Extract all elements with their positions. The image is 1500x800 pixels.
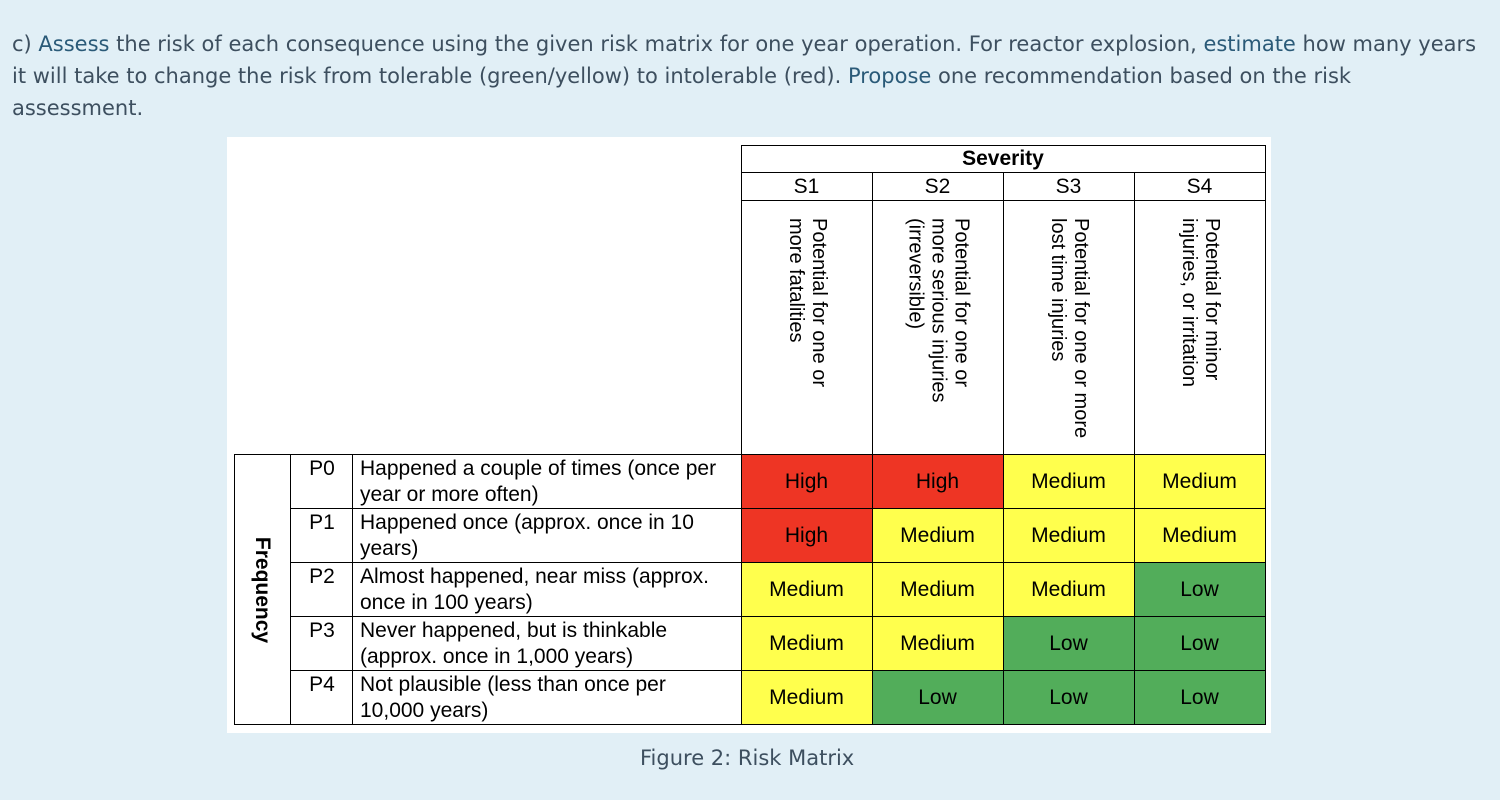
question-text: c) Assess the risk of each consequence u… xyxy=(12,28,1482,124)
risk-cell-p1-s3: Medium xyxy=(1003,509,1134,563)
frequency-code-p4: P4 xyxy=(309,673,335,696)
severity-title: Severity xyxy=(962,147,1044,170)
grid-line-h xyxy=(234,724,1266,725)
risk-cell-p3-s1: Medium xyxy=(741,617,872,671)
keyword-assess: Assess xyxy=(38,32,110,56)
frequency-description-p1: Happened once (approx. once in 10 years) xyxy=(360,511,694,560)
risk-cell-p2-s4: Low xyxy=(1134,563,1265,617)
grid-line-v xyxy=(234,454,235,725)
severity-description-s2: Potential for one or more serious injuri… xyxy=(872,200,1003,453)
frequency-description-p4: Not plausible (less than once per 10,000… xyxy=(360,673,666,722)
severity-code-s2: S2 xyxy=(924,175,951,198)
grid-line-v xyxy=(290,454,291,725)
grid-line-v xyxy=(1265,145,1266,725)
risk-cell-p3-s4: Low xyxy=(1134,617,1265,671)
grid-line-h xyxy=(290,616,1266,617)
frequency-description-p2: Almost happened, near miss (approx. once… xyxy=(360,565,710,614)
risk-cell-p0-s2: High xyxy=(872,455,1003,509)
risk-cell-p1-s1: High xyxy=(741,509,872,563)
risk-cell-p1-s2: Medium xyxy=(872,509,1003,563)
risk-cell-p3-s2: Medium xyxy=(872,617,1003,671)
question-part-1: the risk of each consequence using the g… xyxy=(109,32,1204,56)
risk-cell-p2-s2: Medium xyxy=(872,563,1003,617)
severity-description-s4-text: Potential for minor injuries, or irritat… xyxy=(1177,218,1223,387)
grid-line-h xyxy=(234,454,1266,455)
risk-cell-p0-s1: High xyxy=(741,455,872,509)
frequency-description-p0: Happened a couple of times (once per yea… xyxy=(360,457,717,506)
frequency-code-p0: P0 xyxy=(309,457,335,480)
question-part-2: how many years it will take to change th… xyxy=(12,32,1477,88)
grid-line-h xyxy=(290,562,1266,563)
keyword-estimate: estimate xyxy=(1203,32,1296,56)
grid-line-v xyxy=(741,145,742,725)
figure-caption: Figure 2: Risk Matrix xyxy=(640,746,855,770)
severity-description-s4: Potential for minor injuries, or irritat… xyxy=(1134,200,1265,453)
severity-description-s2-text: Potential for one or more serious injuri… xyxy=(904,218,972,403)
grid-line-h xyxy=(290,670,1266,671)
grid-line-v xyxy=(352,454,353,725)
severity-description-s1: Potential for one or more fatalities xyxy=(741,200,872,453)
risk-cell-p0-s4: Medium xyxy=(1134,455,1265,509)
risk-cell-p4-s2: Low xyxy=(872,671,1003,725)
risk-cell-p1-s4: Medium xyxy=(1134,509,1265,563)
risk-cell-p4-s1: Medium xyxy=(741,671,872,725)
frequency-code-p3: P3 xyxy=(309,619,335,642)
grid-line-v xyxy=(872,172,873,725)
risk-cell-p3-s3: Low xyxy=(1003,617,1134,671)
risk-cell-p2-s1: Medium xyxy=(741,563,872,617)
question-part-3: one recommendation based on the risk ass… xyxy=(12,64,1352,120)
frequency-title-text: Frequency xyxy=(251,536,274,643)
frequency-code-p1: P1 xyxy=(309,511,335,534)
frequency-description-p3: Never happened, but is thinkable (approx… xyxy=(360,619,668,668)
grid-line-v xyxy=(1003,172,1004,725)
risk-cell-p2-s3: Medium xyxy=(1003,563,1134,617)
risk-cell-p0-s3: Medium xyxy=(1003,455,1134,509)
grid-line-h xyxy=(290,508,1266,509)
frequency-title: Frequency xyxy=(234,455,290,724)
severity-description-s3: Potential for one or more lost time inju… xyxy=(1003,200,1134,453)
severity-code-s3: S3 xyxy=(1055,175,1082,198)
risk-cell-p4-s3: Low xyxy=(1003,671,1134,725)
risk-cell-p4-s4: Low xyxy=(1134,671,1265,725)
frequency-code-p2: P2 xyxy=(309,565,335,588)
severity-description-s1-text: Potential for one or more fatalities xyxy=(784,218,830,387)
question-prefix: c) xyxy=(12,32,39,56)
grid-line-v xyxy=(1134,172,1135,725)
severity-description-s3-text: Potential for one or more lost time inju… xyxy=(1046,218,1092,439)
severity-code-s1: S1 xyxy=(793,175,820,198)
severity-code-s4: S4 xyxy=(1186,175,1213,198)
keyword-propose: Propose xyxy=(847,64,932,88)
grid-line-h xyxy=(741,145,1266,146)
